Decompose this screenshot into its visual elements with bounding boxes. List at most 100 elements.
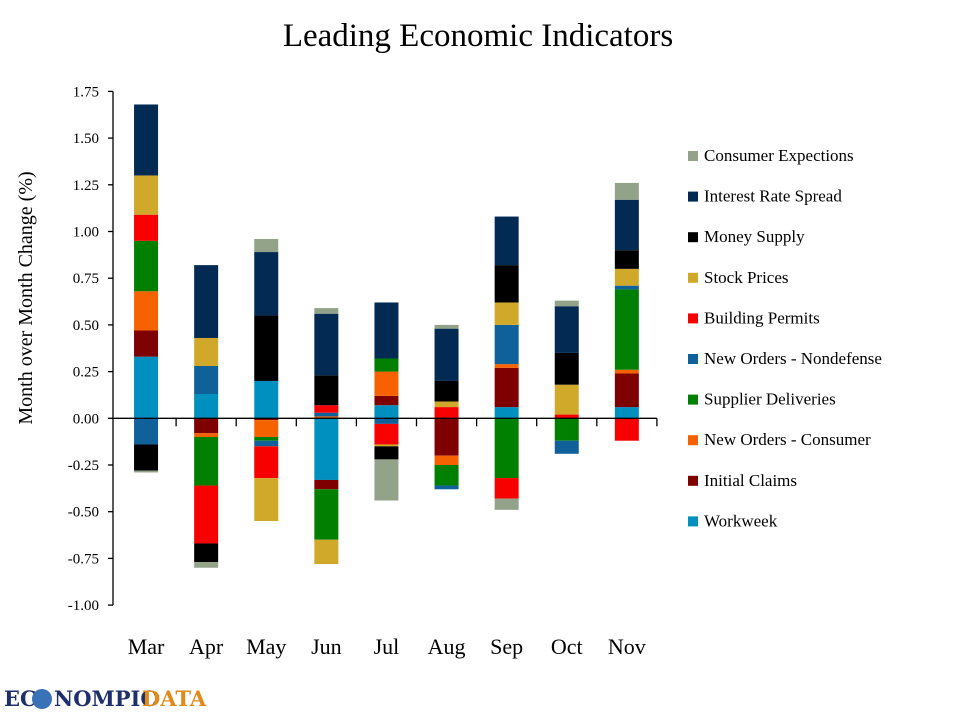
legend-swatch (688, 516, 698, 527)
bar-segment-jun-supplier-deliveries (314, 489, 339, 540)
y-tick-label: 1.75 (73, 84, 99, 100)
bar-segment-mar-consumer-expections (134, 470, 159, 473)
logo: EC NOMPIC DATA (4, 686, 207, 711)
bar-segment-oct-supplier-deliveries (554, 418, 579, 441)
bar-segment-aug-new-orders-consumer (434, 455, 459, 465)
bar-segment-sep-money-supply (494, 265, 519, 303)
y-tick-label: -0.50 (68, 505, 99, 521)
legend-label: Money Supply (704, 227, 805, 246)
bar-segment-aug-supplier-deliveries (434, 465, 459, 486)
bar-segment-oct-new-orders-nondefense (554, 440, 579, 454)
logo-text-part2: NOMPIC (54, 686, 157, 711)
x-tick-label: Aug (428, 634, 466, 659)
bar-segment-sep-supplier-deliveries (494, 418, 519, 479)
bar-segment-jul-workweek (374, 405, 399, 419)
x-tick-label: Sep (490, 634, 523, 659)
y-tick-label: 1.00 (73, 225, 99, 241)
bar-segment-apr-interest-rate-spread (194, 265, 219, 338)
bar-segment-jun-stock-prices (314, 539, 339, 565)
legend-swatch (688, 272, 698, 283)
bar-segment-may-stock-prices (254, 478, 279, 522)
legend-label: Workweek (704, 511, 778, 530)
bar-segment-jul-consumer-expections (374, 459, 399, 501)
y-tick-label: 0.50 (73, 318, 99, 334)
bar-segment-sep-stock-prices (494, 302, 519, 325)
bar-segment-sep-initial-claims (494, 367, 519, 408)
legend-swatch (688, 354, 698, 364)
bar-segment-may-new-orders-nondefense (254, 440, 279, 447)
legend-swatch (688, 435, 698, 446)
bar-segment-apr-money-supply (194, 543, 219, 563)
bar-segment-nov-consumer-expections (614, 182, 639, 200)
bar-segment-jun-initial-claims (314, 479, 339, 490)
legend-label: New Orders - Nondefense (704, 349, 882, 368)
y-tick-label: -0.75 (68, 551, 99, 567)
logo-text-part1: EC (4, 686, 37, 711)
bar-segment-apr-new-orders-consumer (194, 433, 219, 437)
bar-segment-may-initial-claims (254, 418, 279, 421)
bar-segment-jul-initial-claims (374, 395, 399, 406)
y-tick-label: -1.00 (68, 598, 99, 614)
bar-segment-jun-interest-rate-spread (314, 313, 339, 376)
y-tick-label: 1.50 (73, 131, 99, 147)
bar-segment-apr-new-orders-nondefense (194, 365, 219, 395)
legend-label: Building Permits (704, 308, 820, 327)
legend-swatch (688, 232, 698, 243)
bar-segment-aug-new-orders-nondefense (434, 485, 459, 490)
chart-title: Leading Economic Indicators (283, 18, 673, 54)
globe-icon (32, 689, 52, 709)
bar-segment-mar-supplier-deliveries (134, 240, 159, 292)
bars-group (134, 104, 639, 568)
bar-segment-jul-interest-rate-spread (374, 302, 399, 359)
bar-segment-nov-stock-prices (614, 268, 639, 286)
legend-swatch (688, 151, 698, 161)
legend-swatch (688, 313, 698, 324)
bar-segment-may-supplier-deliveries (254, 436, 279, 441)
bar-segment-jul-new-orders-consumer (374, 371, 399, 396)
bar-segment-mar-interest-rate-spread (134, 104, 159, 176)
bar-segment-mar-money-supply (134, 444, 159, 471)
y-tick-label: 1.25 (73, 178, 99, 194)
bar-segment-may-building-permits (254, 446, 279, 479)
bar-segment-oct-stock-prices (554, 384, 579, 415)
bar-segment-nov-building-permits (614, 418, 639, 441)
bar-segment-aug-stock-prices (434, 401, 459, 408)
bar-segment-may-money-supply (254, 315, 279, 381)
bar-segment-sep-new-orders-nondefense (494, 324, 519, 365)
bar-segment-apr-consumer-expections (194, 562, 219, 568)
y-axis-label: Month over Month Change (%) (15, 171, 37, 424)
bar-segment-aug-consumer-expections (434, 324, 459, 329)
y-tick-label: 0.25 (73, 365, 99, 381)
bar-segment-jun-money-supply (314, 375, 339, 406)
bar-segment-aug-money-supply (434, 380, 459, 402)
legend-label: Supplier Deliveries (704, 390, 836, 409)
legend-label: Interest Rate Spread (704, 187, 842, 206)
bar-segment-jul-building-permits (374, 423, 399, 445)
x-tick-label: Jul (374, 634, 400, 659)
bar-segment-jun-consumer-expections (314, 308, 339, 314)
x-tick-label: May (246, 634, 286, 659)
bar-segment-nov-initial-claims (614, 373, 639, 408)
bar-segment-oct-building-permits (554, 414, 579, 419)
bar-segment-apr-stock-prices (194, 337, 219, 366)
bar-segment-mar-stock-prices (134, 175, 159, 215)
bar-segment-jun-workweek (314, 418, 339, 480)
y-tick-label: -0.25 (68, 458, 99, 474)
bar-segment-jul-money-supply (374, 446, 399, 460)
bar-segment-aug-initial-claims (434, 418, 459, 456)
bar-segment-may-new-orders-consumer (254, 420, 279, 437)
bar-segment-may-interest-rate-spread (254, 252, 279, 316)
legend-label: New Orders - Consumer (704, 430, 871, 449)
bar-segment-nov-money-supply (614, 250, 639, 269)
bar-segment-mar-new-orders-nondefense (134, 418, 159, 445)
legend-label: Initial Claims (704, 471, 797, 490)
bar-segment-sep-consumer-expections (494, 498, 519, 510)
bar-segment-nov-workweek (614, 407, 639, 419)
bar-segment-sep-workweek (494, 407, 519, 419)
bar-segment-apr-initial-claims (194, 418, 219, 434)
bar-segment-nov-new-orders-consumer (614, 369, 639, 374)
legend-swatch (688, 475, 698, 486)
bar-segment-aug-interest-rate-spread (434, 328, 459, 381)
x-tick-label: Oct (551, 634, 583, 659)
